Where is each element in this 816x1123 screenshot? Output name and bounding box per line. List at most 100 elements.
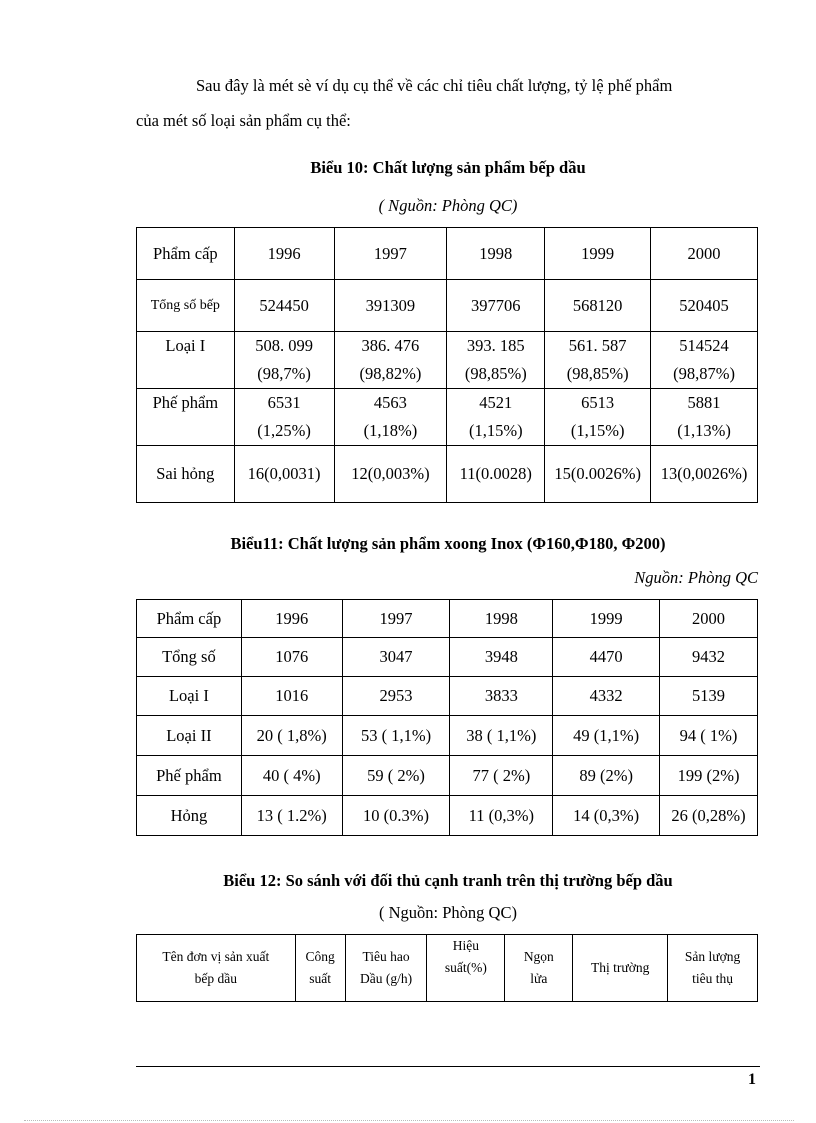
- row-label: Loại I: [136, 331, 235, 389]
- table-cell: 11(0.0028): [446, 445, 546, 503]
- table-cell: 3047: [341, 637, 451, 677]
- table-cell: 5881 (1,13%): [650, 388, 758, 446]
- table11-source: Nguồn: Phòng QC: [634, 568, 758, 587]
- table10: Phẩm cấp 1996 1997 1998 1999 2000 Tổng số bếp 5…: [136, 227, 758, 503]
- table-cell: 89 (2%): [552, 755, 661, 796]
- table12-title: Biểu 12: So sánh với đối thủ cạnh tranh …: [223, 871, 673, 890]
- table-cell: 514524 (98,87%): [650, 331, 758, 389]
- header-cell: 1996: [240, 599, 343, 638]
- table-cell: 524450: [233, 279, 335, 332]
- table-cell: 49 (1,1%): [552, 715, 661, 756]
- table-row: Loại I 508. 099 (98,7%) 386. 476 (98,82%) 3…: [136, 331, 758, 389]
- table11: Phẩm cấp 1996 1997 1998 1999 2000 Tổng số 1076 3…: [136, 599, 758, 836]
- table10-title: Biểu 10: Chất lượng sản phẩm bếp dầu: [310, 158, 586, 177]
- row-label: Loại I: [136, 676, 242, 716]
- header-row: Phẩm cấp 1996 1997 1998 1999 2000: [136, 227, 758, 280]
- table-row: Phế phẩm 40 ( 4%) 59 ( 2%) 77 ( 2%) 89 (2%) 1…: [136, 755, 758, 796]
- table-row: Loại II 20 ( 1,8%) 53 ( 1,1%) 38 ( 1,1%) 49 …: [136, 715, 758, 756]
- table-cell: 11 (0,3%): [449, 795, 554, 836]
- table-cell: 12(0,003%): [333, 445, 448, 503]
- table-cell: 3948: [449, 637, 554, 677]
- header-cell: 1999: [552, 599, 661, 638]
- row-label: Phế phẩm: [136, 755, 242, 796]
- table10-source: ( Nguồn: Phòng QC): [378, 196, 518, 215]
- table-cell: 3833: [449, 676, 554, 716]
- table-row: Phế phẩm 6531 (1,25%) 4563 (1,18%) 4521 (1,…: [136, 388, 758, 446]
- header-cell: Thị trường: [572, 934, 669, 1002]
- table-cell: 9432: [659, 637, 758, 677]
- intro-line-2: của mét số loại sản phẩm cụ thể:: [136, 111, 351, 130]
- table-cell: 393. 185 (98,85%): [446, 331, 546, 389]
- header-cell: Sản lượng tiêu thụ: [667, 934, 758, 1002]
- table-row: Tổng số 1076 3047 3948 4470 9432: [136, 637, 758, 677]
- header-cell: 1997: [333, 227, 448, 280]
- table-cell: 397706: [446, 279, 546, 332]
- header-cell: 2000: [650, 227, 758, 280]
- row-label: Hỏng: [136, 795, 242, 836]
- row-label: Phế phẩm: [136, 388, 235, 446]
- row-label: Sai hỏng: [136, 445, 235, 503]
- table-cell: 508. 099 (98,7%): [233, 331, 335, 389]
- header-cell: Tên đơn vị sản xuất bếp dầu: [136, 934, 296, 1002]
- table-cell: 53 ( 1,1%): [341, 715, 451, 756]
- table-cell: 94 ( 1%): [659, 715, 758, 756]
- table-cell: 386. 476 (98,82%): [333, 331, 448, 389]
- table-cell: 568120: [544, 279, 652, 332]
- header-cell: Tiêu hao Dầu (g/h): [344, 934, 428, 1002]
- table11-title: Biểu11: Chất lượng sản phẩm xoong Inox (…: [230, 534, 666, 553]
- header-cell: 1998: [449, 599, 554, 638]
- row-label: Tổng số: [136, 637, 242, 677]
- header-cell: Ngọn lửa: [504, 934, 574, 1002]
- table-cell: 10 (0.3%): [341, 795, 451, 836]
- table-cell: 16(0,0031): [233, 445, 335, 503]
- header-row: Tên đơn vị sản xuất bếp dầu Công suất Tiêu…: [136, 934, 758, 1002]
- table-cell: 4332: [552, 676, 661, 716]
- header-cell: Công suất: [294, 934, 346, 1002]
- table-cell: 1076: [240, 637, 343, 677]
- table-cell: 26 (0,28%): [659, 795, 758, 836]
- footer-divider: [136, 1066, 760, 1067]
- table-cell: 14 (0,3%): [552, 795, 661, 836]
- table-cell: 38 ( 1,1%): [449, 715, 554, 756]
- header-cell: 1997: [341, 599, 451, 638]
- table-cell: 6513 (1,15%): [544, 388, 652, 446]
- table12-source: ( Nguồn: Phòng QC): [379, 903, 517, 922]
- intro-line-1: Sau đây là mét sè ví dụ cụ thể về các ch…: [196, 76, 673, 95]
- table12: Tên đơn vị sản xuất bếp dầu Công suất Tiêu…: [136, 934, 758, 1002]
- table-cell: 5139: [659, 676, 758, 716]
- header-row: Phẩm cấp 1996 1997 1998 1999 2000: [136, 599, 758, 638]
- table-cell: 13(0,0026%): [650, 445, 758, 503]
- table-cell: 520405: [650, 279, 758, 332]
- table-cell: 59 ( 2%): [341, 755, 451, 796]
- table-cell: 13 ( 1.2%): [240, 795, 343, 836]
- table-cell: 15(0.0026%): [544, 445, 652, 503]
- page-number: 1: [748, 1071, 756, 1088]
- table-cell: 2953: [341, 676, 451, 716]
- table-row: Loại I 1016 2953 3833 4332 5139: [136, 676, 758, 716]
- page-edge: [24, 1120, 794, 1121]
- table-cell: 1016: [240, 676, 343, 716]
- table-cell: 4470: [552, 637, 661, 677]
- table-cell: 4563 (1,18%): [333, 388, 448, 446]
- table-cell: 6531 (1,25%): [233, 388, 335, 446]
- table-cell: 561. 587 (98,85%): [544, 331, 652, 389]
- table-cell: 77 ( 2%): [449, 755, 554, 796]
- header-cell: Phẩm cấp: [136, 599, 242, 638]
- table-cell: 4521 (1,15%): [446, 388, 546, 446]
- table-row: Tổng số bếp 524450 391309 397706 568120 52040…: [136, 279, 758, 332]
- table-cell: 40 ( 4%): [240, 755, 343, 796]
- table-cell: 391309: [333, 279, 448, 332]
- header-cell: Phẩm cấp: [136, 227, 235, 280]
- table-cell: 199 (2%): [659, 755, 758, 796]
- header-cell: Hiệu suất(%): [426, 934, 506, 1002]
- header-cell: 1999: [544, 227, 652, 280]
- table-row: Hỏng 13 ( 1.2%) 10 (0.3%) 11 (0,3%) 14 (0,3%…: [136, 795, 758, 836]
- header-cell: 1996: [233, 227, 335, 280]
- table-cell: 20 ( 1,8%): [240, 715, 343, 756]
- header-cell: 2000: [659, 599, 758, 638]
- row-label: Tổng số bếp: [136, 279, 235, 332]
- row-label: Loại II: [136, 715, 242, 756]
- header-cell: 1998: [446, 227, 546, 280]
- table-row: Sai hỏng 16(0,0031) 12(0,003%) 11(0.0028) 15…: [136, 445, 758, 503]
